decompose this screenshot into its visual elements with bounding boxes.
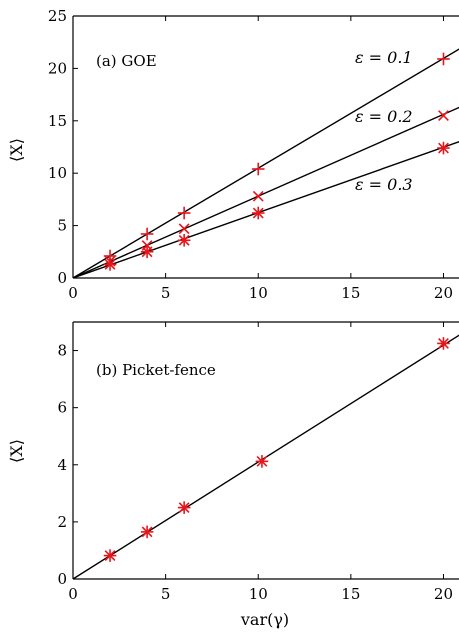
data-point-series-2 xyxy=(177,233,191,247)
y-tick-label: 15 xyxy=(48,112,67,130)
x-tick-label: 5 xyxy=(161,585,171,603)
data-points xyxy=(103,52,450,271)
y-tick-label: 6 xyxy=(57,399,67,417)
panel-b-ylabel: ⟨X⟩ xyxy=(7,439,26,463)
x-tick-label: 10 xyxy=(249,284,268,302)
x-tick-label: 15 xyxy=(341,585,360,603)
data-point-series-0 xyxy=(177,206,191,220)
data-point-series-2 xyxy=(437,141,450,155)
fit-line-series-1 xyxy=(73,106,459,278)
y-tick-label: 10 xyxy=(48,164,67,182)
y-tick-label: 0 xyxy=(57,269,67,287)
series-label-eps-0.2: ε = 0.2 xyxy=(355,107,413,126)
data-point-series-1 xyxy=(438,110,449,121)
panel-a-goe: 0 5 10 15 20 0 5 10 15 20 25 xyxy=(48,7,459,302)
data-point-series-2 xyxy=(251,206,265,220)
y-tick-label: 20 xyxy=(48,59,67,77)
series-label-eps-0.3: ε = 0.3 xyxy=(355,175,413,194)
data-point-series-0 xyxy=(255,455,269,468)
x-tick-label: 20 xyxy=(434,585,453,603)
data-points xyxy=(103,337,450,562)
x-tick-label: 0 xyxy=(68,585,78,603)
data-point-series-0 xyxy=(177,501,191,514)
data-point-series-0 xyxy=(103,549,117,562)
panel-b-label: (b) Picket-fence xyxy=(96,361,216,379)
fit-lines xyxy=(73,48,459,278)
data-point-series-2 xyxy=(140,245,154,259)
fit-lines xyxy=(73,334,459,579)
y-tick-label: 4 xyxy=(57,456,67,474)
x-tick-label: 0 xyxy=(68,284,78,302)
x-tick-label: 10 xyxy=(249,585,268,603)
y-tick-label: 25 xyxy=(48,7,67,25)
panel-a-ylabel: ⟨X⟩ xyxy=(7,138,26,162)
fit-line-series-0 xyxy=(73,48,459,278)
y-tick-label: 0 xyxy=(57,570,67,588)
panel-a-label: (a) GOE xyxy=(96,52,157,70)
fit-line-series-0 xyxy=(73,334,459,579)
panel-b-picket-fence: 0 5 10 15 20 0 2 4 6 8 xyxy=(57,321,459,603)
fit-line-series-2 xyxy=(73,141,459,278)
series-label-eps-0.1: ε = 0.1 xyxy=(355,48,413,67)
data-point-series-1 xyxy=(252,190,264,202)
x-tick-label: 5 xyxy=(161,284,171,302)
data-point-series-0 xyxy=(437,52,450,66)
panel-b-xlabel: var(γ) xyxy=(240,610,289,629)
y-tick-label: 8 xyxy=(57,342,67,360)
x-tick-label: 15 xyxy=(341,284,360,302)
data-point-series-0 xyxy=(437,337,450,350)
data-point-series-2 xyxy=(103,258,117,271)
data-point-series-0 xyxy=(140,227,154,241)
x-tick-label: 20 xyxy=(434,284,453,302)
data-point-series-0 xyxy=(140,525,154,539)
data-point-series-1 xyxy=(178,223,190,235)
y-tick-label: 2 xyxy=(57,513,67,531)
data-point-series-0 xyxy=(251,162,265,176)
y-tick-label: 5 xyxy=(57,217,67,235)
